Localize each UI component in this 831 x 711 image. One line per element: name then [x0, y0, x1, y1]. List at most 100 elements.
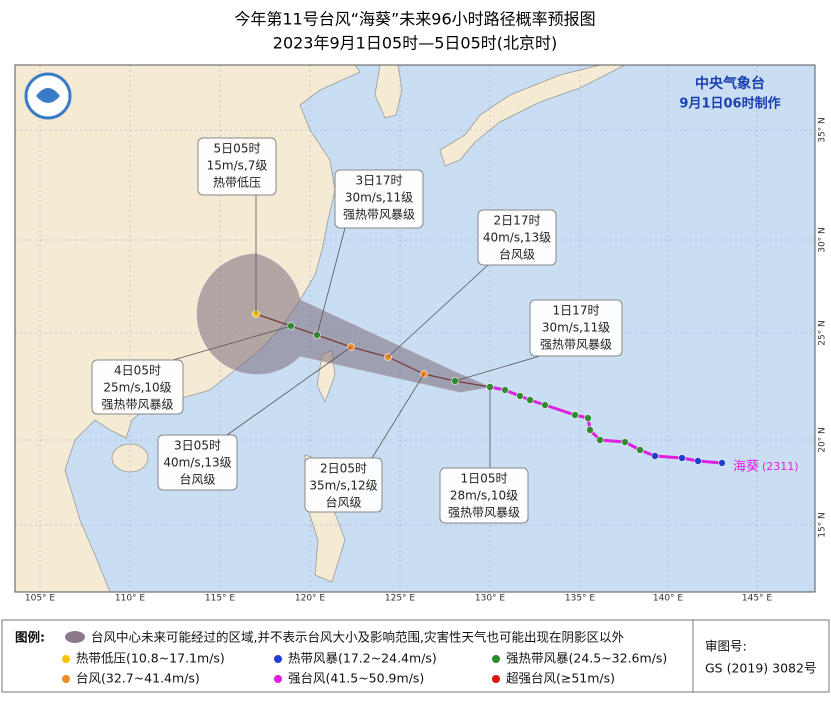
callout-level: 强热带风暴级	[448, 506, 520, 520]
callout-time: 3日17时	[356, 174, 403, 188]
callout-level: 强热带风暴级	[540, 338, 612, 352]
callout-pointer	[454, 355, 541, 382]
legend-label: 热带低压(10.8~17.1m/s)	[76, 651, 225, 666]
map-frame	[14, 64, 816, 593]
legend-dot	[492, 675, 500, 683]
past-track	[489, 385, 723, 465]
callout-level: 热带低压	[213, 176, 261, 190]
legend-dot	[274, 675, 282, 683]
callout-box	[529, 299, 623, 357]
track-point	[584, 414, 592, 422]
callout-time: 2日17时	[494, 214, 541, 228]
callout-time: 1日05时	[461, 472, 508, 486]
callout-box	[477, 209, 557, 266]
subtitle: 2023年9月1日05时—5日05时(北京时)	[273, 34, 557, 53]
track-point	[501, 386, 509, 394]
callout-time: 2日05时	[320, 462, 367, 476]
track-point	[526, 396, 534, 404]
legend-title: 图例:	[15, 630, 45, 645]
legend-dot	[492, 655, 500, 663]
lon-label: 115° E	[205, 594, 236, 604]
issued: 9月1日06时制作	[679, 96, 780, 112]
lat-label: 20° N	[818, 427, 828, 453]
lat-label: 30° N	[818, 227, 828, 253]
lon-label: 110° E	[115, 594, 146, 604]
agency: 中央气象台	[695, 75, 765, 92]
callout-level: 强热带风暴级	[101, 398, 173, 412]
track-point	[586, 426, 594, 434]
callout-level: 台风级	[499, 247, 535, 262]
track-point	[516, 392, 524, 400]
storm-name: 海葵	[733, 460, 759, 475]
legend-cone-swatch	[65, 631, 85, 643]
legend-dot	[274, 655, 282, 663]
callout-time: 4日05时	[114, 364, 161, 378]
callout-pointer	[316, 227, 346, 336]
callout-wind: 40m/s,13级	[163, 456, 231, 470]
legend-cone: 台风中心未来可能经过的区域,并不表示台风大小及影响范围,灾害性天气也可能出现在阴…	[91, 630, 624, 645]
legend-box	[1, 619, 830, 693]
lon-label: 120° E	[295, 594, 326, 604]
lon-label: 145° E	[742, 594, 773, 604]
callout-box	[439, 467, 529, 524]
callout-time: 1日17时	[553, 304, 600, 318]
callout-wind: 30m/s,11级	[345, 191, 413, 205]
callout-wind: 15m/s,7级	[207, 159, 268, 173]
callout-wind: 30m/s,11级	[542, 321, 610, 335]
forecast-track	[255, 313, 491, 388]
axis-labels: 105° E 110° E 115° E 120° E 125° E 130° E 135°…	[25, 117, 828, 603]
callout-pointer	[172, 325, 292, 361]
callout-box	[157, 434, 238, 491]
lat-label: 35° N	[818, 117, 828, 143]
track-point	[571, 411, 579, 419]
lon-label: 105° E	[25, 594, 56, 604]
track-point	[678, 454, 686, 462]
lon-label: 140° E	[653, 594, 684, 604]
logo-mark	[36, 88, 60, 103]
legend-dot	[62, 655, 70, 663]
callout-box	[334, 169, 424, 229]
legend-items: 热带低压(10.8~17.1m/s) 热带风暴(17.2~24.4m/s) 强热带风…	[62, 651, 667, 686]
graticule	[15, 65, 815, 592]
callout-box	[304, 457, 383, 513]
track-point	[636, 446, 644, 454]
storm-code: (2311)	[762, 460, 799, 473]
legend-label: 热带风暴(17.2~24.4m/s)	[288, 651, 437, 666]
legend-dot	[62, 675, 70, 683]
callout-wind: 35m/s,12级	[309, 479, 377, 493]
callout-time: 3日05时	[174, 439, 221, 453]
probability-cone	[196, 253, 492, 393]
land	[15, 65, 626, 592]
track-point	[596, 436, 604, 444]
track-point	[651, 452, 659, 460]
lon-label: 125° E	[385, 594, 416, 604]
callout-wind: 40m/s,13级	[483, 231, 551, 245]
track-point	[718, 459, 726, 467]
callout-box	[91, 359, 184, 415]
callout-pointer	[226, 346, 352, 436]
callout-wind: 25m/s,10级	[103, 381, 171, 395]
legend-label: 超强台风(≥51m/s)	[506, 671, 615, 686]
legend-label: 台风(32.7~41.4m/s)	[76, 671, 200, 686]
callout-level: 台风级	[179, 472, 215, 487]
legend-label: 强热带风暴(24.5~32.6m/s)	[506, 651, 667, 666]
review-label: 审图号:	[705, 639, 747, 654]
callout-level: 强热带风暴级	[343, 208, 415, 222]
callout-box	[197, 137, 277, 196]
callout-time: 5日05时	[214, 142, 261, 156]
lat-label: 25° N	[818, 320, 828, 346]
legend-label: 强台风(41.5~50.9m/s)	[288, 671, 424, 686]
callout-pointer	[387, 264, 489, 358]
track-point	[621, 438, 629, 446]
callout-pointer	[371, 373, 425, 459]
track-point	[694, 457, 702, 465]
lon-label: 130° E	[475, 594, 506, 604]
title: 今年第11号台风“海葵”未来96小时路径概率预报图	[234, 10, 595, 29]
callout-wind: 28m/s,10级	[450, 489, 518, 503]
lat-label: 15° N	[818, 512, 828, 538]
track-points	[252, 310, 726, 467]
